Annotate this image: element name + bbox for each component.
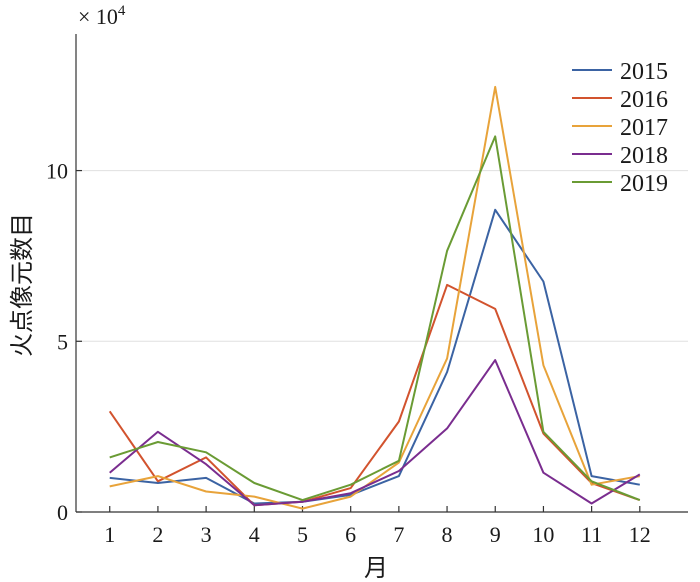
y-tick-label: 0 <box>57 500 68 525</box>
y-tick-label: 5 <box>57 329 68 354</box>
legend-label: 2016 <box>620 87 668 113</box>
series-line-2016 <box>108 283 641 507</box>
x-tick-label: 5 <box>297 522 308 547</box>
series-line-2017 <box>109 85 640 510</box>
series-line-2015 <box>109 208 640 505</box>
series-line-2018 <box>109 359 641 507</box>
x-tick-label: 12 <box>629 522 651 547</box>
x-tick-label: 4 <box>249 522 260 547</box>
x-tick-label: 7 <box>393 522 404 547</box>
x-tick-label: 6 <box>345 522 356 547</box>
x-axis-title: 月 <box>364 554 388 582</box>
y-axis-title: 火点像元数目 <box>8 213 36 357</box>
legend-label: 2017 <box>620 115 668 141</box>
legend-label: 2019 <box>620 171 668 197</box>
x-tick-label: 10 <box>532 522 554 547</box>
x-tick-label: 9 <box>490 522 501 547</box>
legend-label: 2015 <box>620 59 668 85</box>
x-tick-label: 2 <box>152 522 163 547</box>
x-tick-label: 11 <box>581 522 602 547</box>
x-tick-label: 1 <box>104 522 115 547</box>
x-tick-label: 3 <box>201 522 212 547</box>
y-scale-label: × 104 <box>78 3 126 29</box>
y-tick-label: 10 <box>46 159 68 184</box>
y-scale-exponent: 4 <box>118 3 126 19</box>
series-line-2019 <box>109 135 641 502</box>
legend-label: 2018 <box>620 143 668 169</box>
x-tick-label: 8 <box>442 522 453 547</box>
